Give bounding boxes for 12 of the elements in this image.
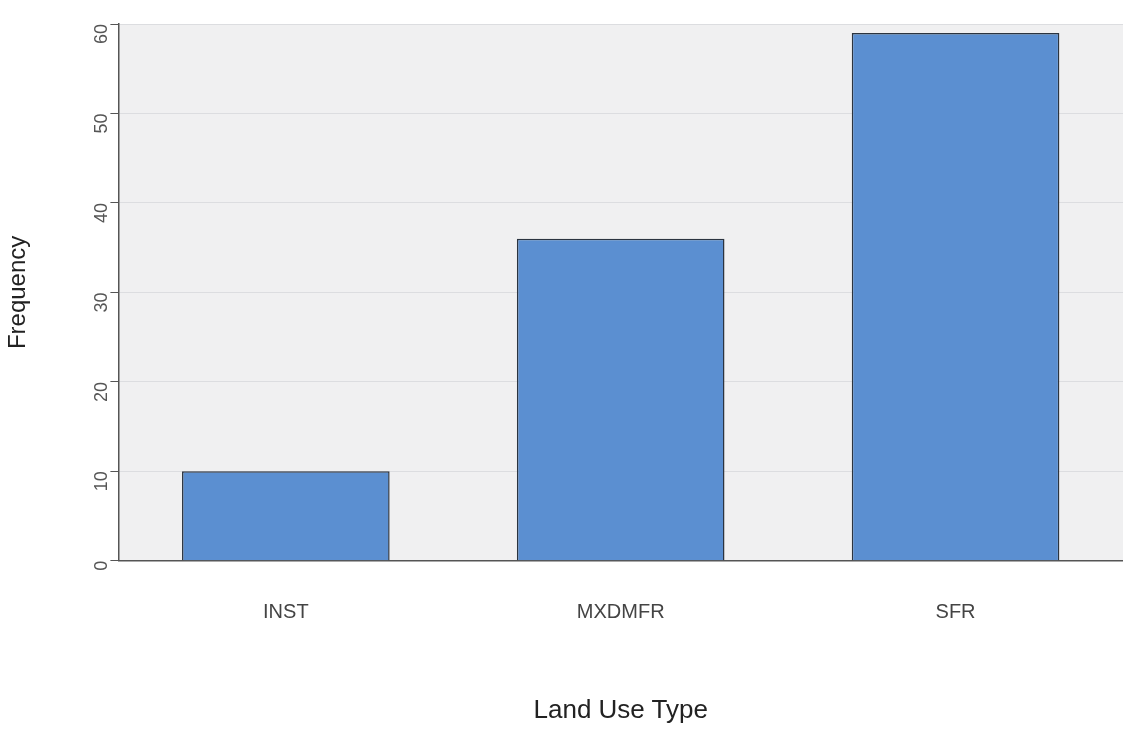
x-axis-title: Land Use Type <box>533 693 708 724</box>
x-tick-label: MXDMFR <box>576 600 665 623</box>
x-tick-label: INST <box>263 600 309 623</box>
y-axis-title: Frequency <box>3 235 31 350</box>
y-tick-label: 20 <box>91 381 112 402</box>
y-tick-label: 10 <box>91 471 112 492</box>
y-tick-label: 30 <box>91 292 112 313</box>
y-tick-label: 40 <box>91 202 112 223</box>
y-tick-label: 50 <box>91 113 112 134</box>
x-tick-label: SFR <box>935 600 976 623</box>
y-tick-label: 0 <box>91 560 112 571</box>
y-tick-label: 60 <box>91 24 112 45</box>
